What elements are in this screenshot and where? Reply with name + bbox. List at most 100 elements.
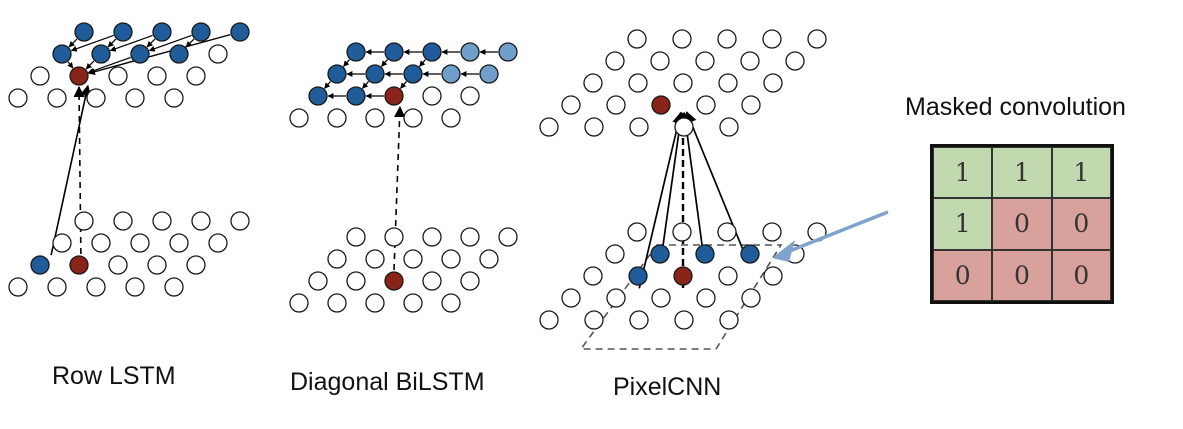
connection-arrow: [685, 111, 748, 259]
node: [384, 42, 404, 62]
node: [327, 293, 347, 313]
node: [125, 88, 145, 108]
connection-arrow: [146, 38, 156, 48]
node: [384, 227, 404, 247]
node: [69, 255, 89, 275]
node: [422, 271, 442, 291]
node: [719, 117, 739, 137]
node: [108, 66, 128, 86]
node: [327, 64, 347, 84]
node: [672, 222, 692, 242]
pointer-arrowhead: [772, 240, 795, 262]
node: [695, 51, 715, 71]
mask-cell: 0: [933, 249, 993, 301]
node: [47, 88, 67, 108]
node: [8, 277, 28, 297]
node: [30, 255, 50, 275]
receptive-field-outline: [579, 244, 783, 350]
connection-arrow: [679, 111, 705, 258]
node: [208, 44, 228, 64]
node: [147, 255, 167, 275]
node: [460, 227, 480, 247]
node: [113, 22, 133, 42]
pixelcnn-diagram: [539, 29, 827, 350]
mask-cell: 1: [933, 198, 993, 250]
node: [718, 266, 738, 286]
row-lstm-diagram: [8, 22, 250, 297]
node: [441, 293, 461, 313]
node: [230, 211, 250, 231]
node: [651, 288, 671, 308]
node: [762, 222, 782, 242]
node: [807, 29, 827, 49]
node: [740, 244, 760, 264]
node: [86, 277, 106, 297]
diagonal-bilstm-caption: Diagonal BiLSTM: [290, 368, 485, 396]
node: [441, 108, 461, 128]
node: [741, 95, 761, 115]
node: [186, 255, 206, 275]
node: [422, 86, 442, 106]
mask-cell: 1: [992, 147, 1052, 199]
node: [289, 293, 309, 313]
node: [695, 244, 715, 264]
node: [627, 222, 647, 242]
connection-arrow: [343, 59, 350, 67]
row-lstm-caption: Row LSTM: [52, 362, 176, 390]
node: [164, 277, 184, 297]
node: [479, 64, 499, 84]
node: [52, 44, 72, 64]
node: [673, 266, 693, 286]
connection-arrow: [68, 38, 78, 48]
node: [498, 42, 518, 62]
mask-cell: 0: [992, 249, 1052, 301]
node: [125, 277, 145, 297]
node: [403, 293, 423, 313]
node: [108, 255, 128, 275]
node: [191, 211, 211, 231]
mask-cell: 0: [1051, 249, 1111, 301]
node: [384, 271, 404, 291]
node: [422, 227, 442, 247]
node: [717, 29, 737, 49]
connection-arrow: [50, 84, 92, 256]
node: [441, 249, 461, 269]
node: [169, 44, 189, 64]
connection-arrow: [419, 59, 426, 67]
node: [74, 211, 94, 231]
connection-arrow: [87, 33, 231, 76]
node: [740, 51, 760, 71]
connection-arrow: [324, 81, 331, 89]
node: [763, 73, 783, 93]
node: [365, 249, 385, 269]
node: [147, 66, 167, 86]
node: [47, 277, 67, 297]
node: [130, 233, 150, 253]
node: [606, 288, 626, 308]
node: [651, 95, 671, 115]
connection-arrow: [148, 34, 192, 52]
node: [479, 249, 499, 269]
connection-arrow: [362, 81, 369, 89]
node: [86, 88, 106, 108]
connection-arrow: [638, 111, 685, 289]
node: [91, 233, 111, 253]
node: [762, 29, 782, 49]
node: [69, 66, 89, 86]
node: [346, 271, 366, 291]
node: [629, 310, 649, 330]
node: [719, 310, 739, 330]
node: [327, 108, 347, 128]
node: [152, 22, 172, 42]
node: [627, 29, 647, 49]
node: [606, 95, 626, 115]
node: [30, 66, 50, 86]
node: [403, 108, 423, 128]
diagonal-bilstm-diagram: [289, 42, 518, 313]
node: [422, 42, 442, 62]
node: [561, 95, 581, 115]
mask-cell: 1: [1051, 147, 1111, 199]
node: [384, 86, 404, 106]
node: [91, 44, 111, 64]
